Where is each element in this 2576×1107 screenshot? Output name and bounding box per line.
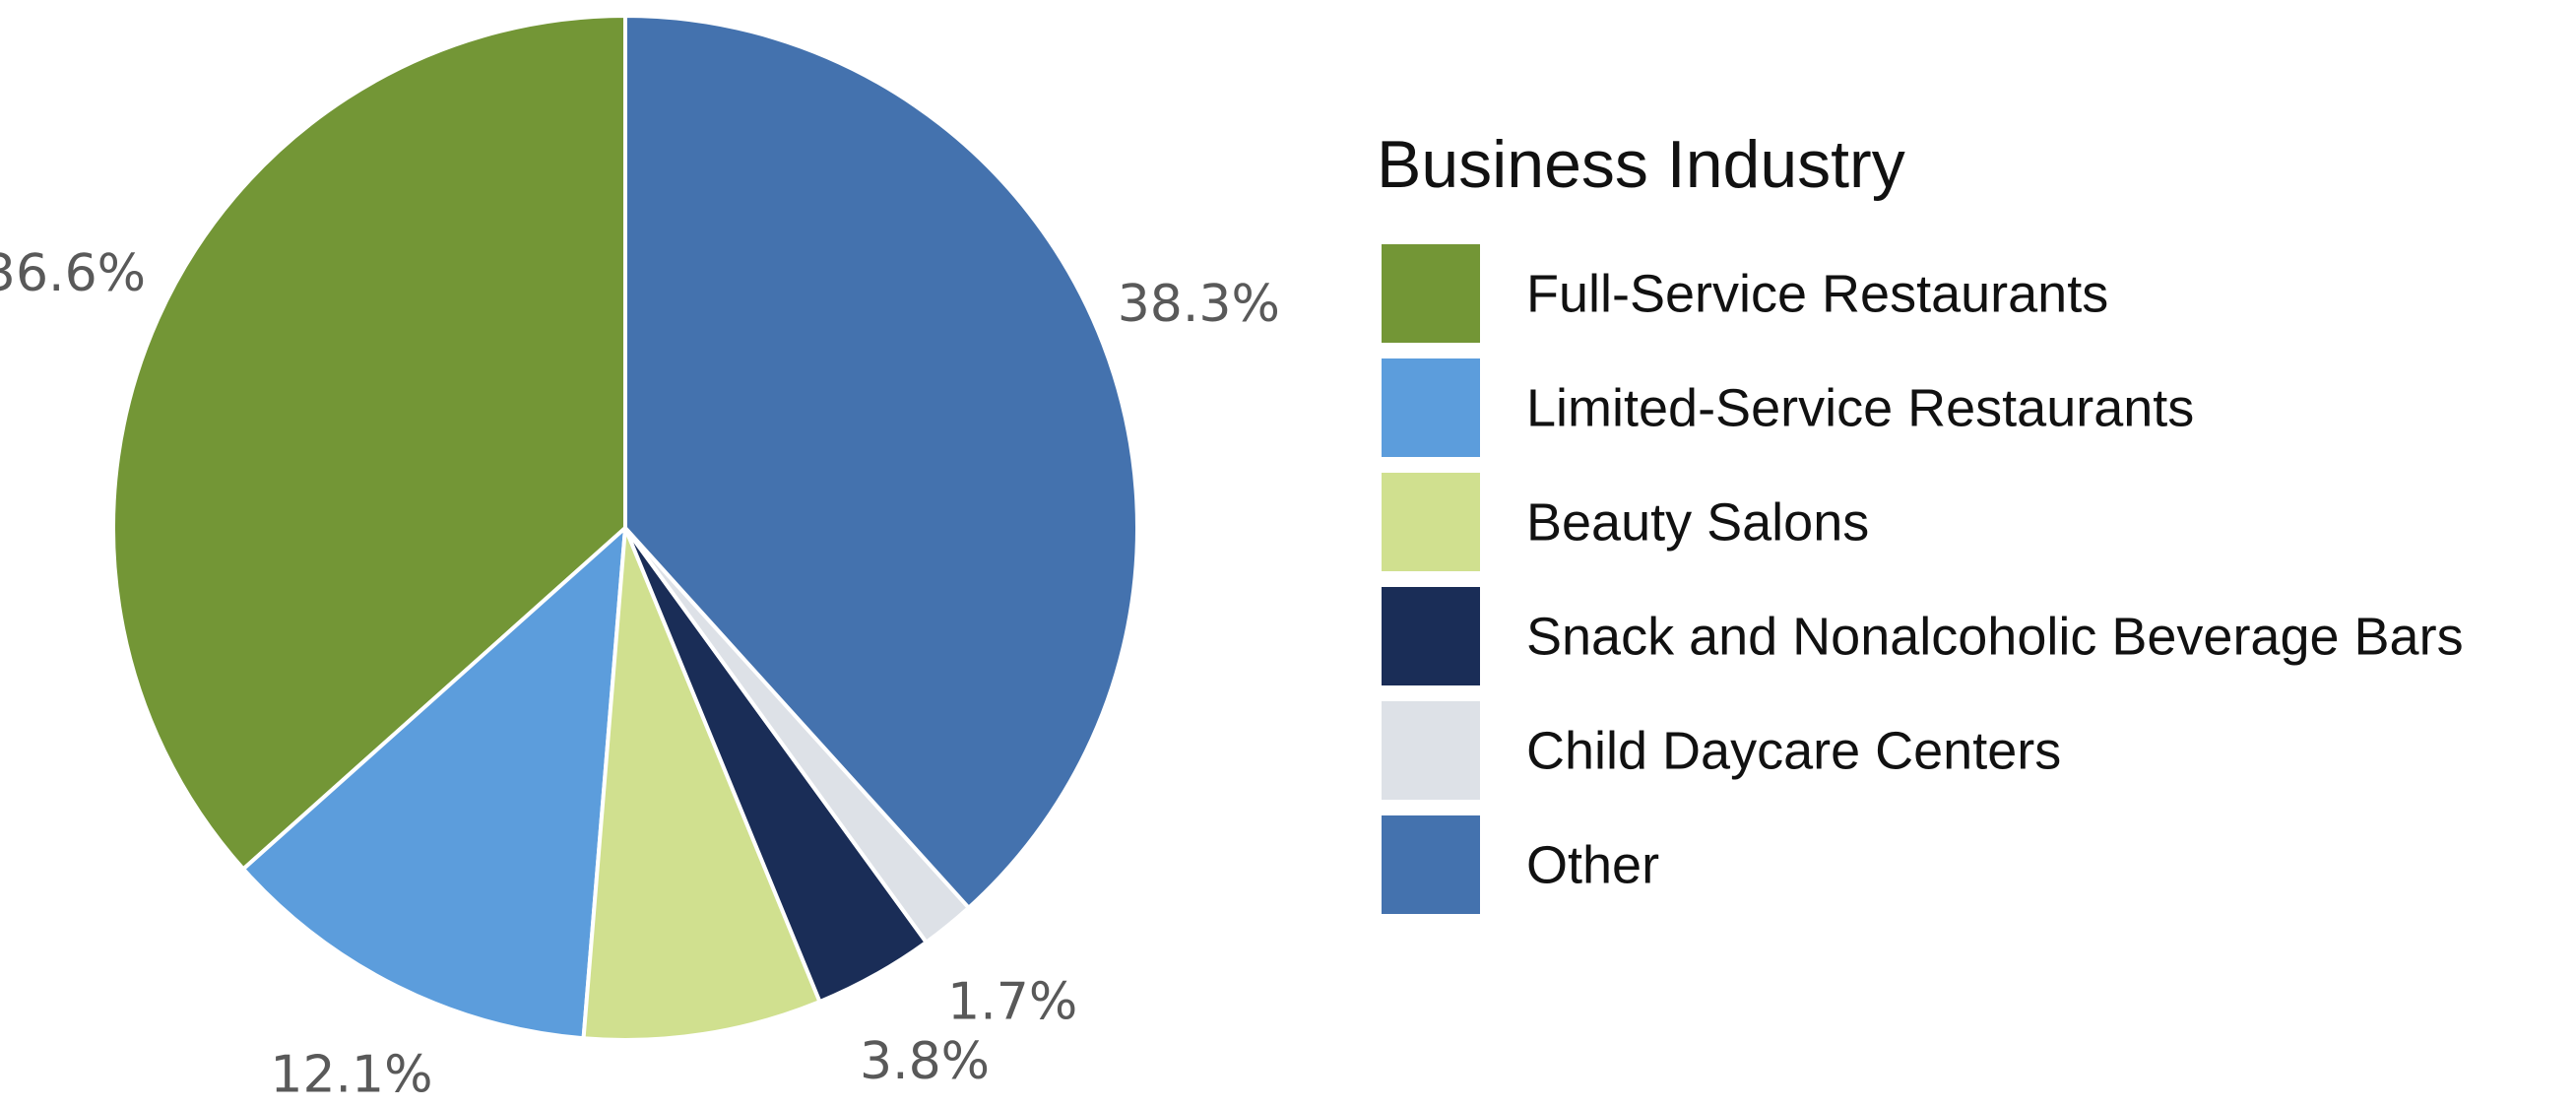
data-label: 1.7% xyxy=(947,973,1077,1032)
data-label: 7.5% xyxy=(655,1103,785,1107)
pie-slice xyxy=(581,527,823,1042)
legend-swatch xyxy=(1382,815,1480,914)
legend-swatch xyxy=(1382,587,1480,685)
data-label: 3.8% xyxy=(860,1032,990,1091)
legend-swatch xyxy=(1382,358,1480,457)
pie-slice xyxy=(623,13,1139,911)
legend-label: Full-Service Restaurants xyxy=(1526,264,2108,323)
data-label: 12.1% xyxy=(270,1046,432,1105)
data-label: 38.3% xyxy=(1118,275,1280,334)
legend-title: Business Industry xyxy=(1377,127,1905,202)
legend-swatch xyxy=(1382,244,1480,343)
legend-swatch xyxy=(1382,701,1480,800)
legend-label: Other xyxy=(1526,835,1659,894)
legend-label: Child Daycare Centers xyxy=(1526,721,2061,780)
legend-label: Snack and Nonalcoholic Beverage Bars xyxy=(1526,607,2464,666)
pie-slice xyxy=(240,523,628,1041)
legend-label: Beauty Salons xyxy=(1526,492,1869,552)
data-label: 36.6% xyxy=(0,244,146,303)
pie-slice xyxy=(111,13,627,873)
legend-swatch xyxy=(1382,473,1480,571)
legend-label: Limited-Service Restaurants xyxy=(1526,378,2194,437)
